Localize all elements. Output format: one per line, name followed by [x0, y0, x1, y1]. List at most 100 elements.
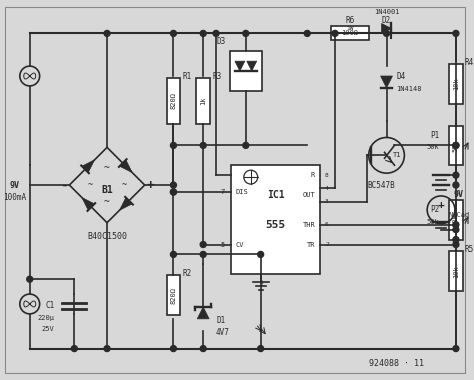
- Text: R1: R1: [182, 72, 191, 81]
- Circle shape: [171, 30, 176, 36]
- Text: B40C1500: B40C1500: [87, 232, 127, 241]
- Text: P2: P2: [430, 205, 439, 214]
- Circle shape: [453, 242, 459, 247]
- Text: 1N4148: 1N4148: [396, 86, 422, 92]
- Circle shape: [171, 182, 176, 188]
- Circle shape: [304, 30, 310, 36]
- Text: D4: D4: [396, 71, 406, 81]
- Text: NiCad: NiCad: [448, 212, 470, 218]
- Circle shape: [171, 252, 176, 257]
- Text: 9V: 9V: [454, 190, 464, 200]
- Circle shape: [258, 345, 264, 352]
- Polygon shape: [119, 160, 132, 173]
- Polygon shape: [82, 160, 94, 173]
- Text: TR: TR: [307, 242, 315, 247]
- Circle shape: [171, 142, 176, 148]
- Bar: [449, 125, 463, 165]
- Circle shape: [171, 189, 176, 195]
- Text: OUT: OUT: [302, 192, 315, 198]
- Text: R4: R4: [465, 58, 474, 67]
- Circle shape: [453, 30, 459, 36]
- Bar: [166, 275, 181, 315]
- Text: ~: ~: [104, 197, 110, 207]
- Polygon shape: [382, 24, 392, 33]
- Polygon shape: [381, 76, 392, 88]
- Text: 820Ω: 820Ω: [171, 92, 176, 109]
- Text: 6: 6: [325, 222, 329, 227]
- Circle shape: [200, 345, 206, 352]
- Circle shape: [27, 276, 33, 282]
- Circle shape: [453, 142, 459, 148]
- Text: 1W: 1W: [346, 26, 354, 31]
- Text: 50k: 50k: [426, 144, 439, 150]
- Circle shape: [200, 30, 206, 36]
- Circle shape: [453, 142, 459, 148]
- Polygon shape: [235, 61, 245, 71]
- Circle shape: [171, 189, 176, 195]
- Text: R5: R5: [465, 245, 474, 255]
- Text: D3: D3: [217, 37, 226, 46]
- Text: THR: THR: [302, 222, 315, 228]
- Text: 5: 5: [221, 242, 225, 247]
- Text: 1k: 1k: [200, 97, 206, 105]
- Circle shape: [453, 227, 459, 233]
- Text: 10k: 10k: [453, 78, 459, 90]
- Text: P1: P1: [430, 131, 439, 140]
- Bar: [231, 165, 320, 274]
- Text: +: +: [438, 200, 445, 210]
- Text: IC1: IC1: [267, 190, 284, 200]
- Text: R3: R3: [212, 72, 221, 81]
- Text: ~: ~: [104, 163, 110, 173]
- Text: 50k: 50k: [453, 213, 459, 226]
- Text: 7: 7: [221, 189, 225, 195]
- Text: 50k: 50k: [426, 219, 439, 225]
- Text: T1: T1: [392, 152, 401, 158]
- Text: R6: R6: [345, 16, 355, 25]
- Bar: [196, 78, 210, 124]
- Text: 1: 1: [259, 280, 263, 285]
- Text: 3: 3: [325, 200, 329, 204]
- Circle shape: [453, 345, 459, 352]
- Text: 555: 555: [265, 220, 286, 230]
- Text: 1: 1: [259, 282, 263, 287]
- Bar: [449, 64, 463, 104]
- Polygon shape: [197, 307, 209, 319]
- Circle shape: [243, 142, 249, 148]
- Bar: [166, 78, 181, 124]
- Circle shape: [171, 345, 176, 352]
- Circle shape: [72, 345, 77, 352]
- Text: ~: ~: [88, 180, 93, 190]
- Bar: [449, 200, 463, 239]
- Text: R2: R2: [182, 269, 191, 278]
- Circle shape: [383, 30, 390, 36]
- Text: 4V7: 4V7: [216, 328, 230, 337]
- Text: 2: 2: [325, 242, 329, 247]
- Circle shape: [453, 172, 459, 178]
- Circle shape: [104, 345, 110, 352]
- Circle shape: [104, 30, 110, 36]
- Circle shape: [453, 182, 459, 188]
- Text: 100Ω: 100Ω: [341, 30, 358, 36]
- Text: CV: CV: [236, 242, 245, 247]
- Text: 25V: 25V: [42, 326, 55, 332]
- Text: 820Ω: 820Ω: [171, 287, 176, 304]
- Text: 220μ: 220μ: [37, 315, 55, 321]
- Bar: [230, 51, 262, 91]
- Circle shape: [258, 252, 264, 257]
- Circle shape: [453, 222, 459, 228]
- Text: B1: B1: [101, 185, 113, 195]
- Text: C1: C1: [45, 301, 55, 310]
- Text: D1: D1: [216, 316, 225, 325]
- Text: DIS: DIS: [236, 189, 249, 195]
- Text: BC547B: BC547B: [368, 180, 395, 190]
- Circle shape: [200, 252, 206, 257]
- Circle shape: [332, 30, 338, 36]
- Text: 924088 · 11: 924088 · 11: [369, 359, 424, 368]
- Bar: [449, 252, 463, 291]
- Circle shape: [200, 142, 206, 148]
- Text: -: -: [60, 179, 67, 192]
- Polygon shape: [119, 198, 132, 210]
- Circle shape: [213, 30, 219, 36]
- Text: R: R: [311, 172, 315, 178]
- Text: ~: ~: [121, 180, 127, 190]
